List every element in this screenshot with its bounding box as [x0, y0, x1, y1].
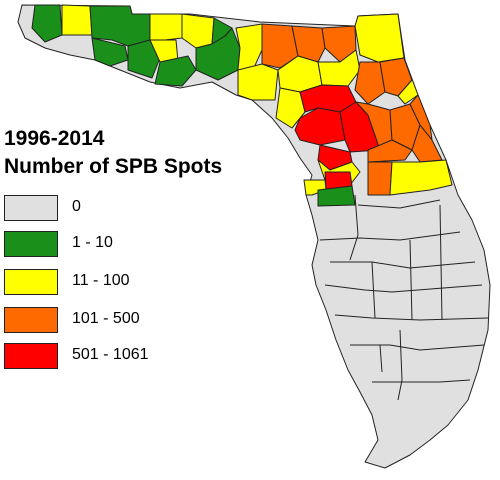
map-legend: 1996-2014 Number of SPB Spots 0 1 - 10 1…: [4, 125, 284, 369]
legend-label: 0: [72, 198, 81, 215]
legend-swatch: [4, 269, 58, 295]
county-region-orange: [367, 139, 413, 163]
county-region-green: [91, 37, 129, 67]
county-region-orange: [367, 161, 393, 196]
legend-swatch: [4, 343, 58, 369]
legend-title-metric: Number of SPB Spots: [4, 155, 223, 178]
legend-label: 11 - 100: [72, 272, 130, 289]
county-region-yellow: [149, 13, 183, 41]
county-region-green: [154, 55, 197, 87]
legend-swatch: [4, 307, 58, 333]
county-region-yellow: [354, 13, 405, 63]
county-region-red: [294, 107, 346, 146]
county-region-orange: [354, 61, 386, 105]
county-region-yellow: [275, 87, 306, 129]
legend-label: 1 - 10: [72, 234, 113, 251]
county-region-orange: [409, 94, 433, 141]
county-region-green: [127, 39, 161, 79]
legend-swatch: [4, 195, 58, 221]
county-region-green: [211, 17, 233, 45]
county-region-green: [317, 185, 356, 207]
legend-label: 101 - 500: [72, 310, 140, 327]
county-region-yellow: [397, 57, 419, 105]
county-region-green: [31, 4, 63, 43]
legend-swatch: [4, 231, 58, 257]
county-region-yellow: [61, 4, 93, 36]
legend-label: 501 - 1061: [72, 346, 149, 363]
county-region-yellow: [237, 63, 279, 101]
county-region-yellow: [389, 159, 453, 196]
legend-title-years: 1996-2014: [4, 127, 105, 150]
county-region-orange: [291, 25, 326, 63]
county-region-orange: [411, 124, 443, 163]
county-boundaries: [319, 194, 489, 401]
